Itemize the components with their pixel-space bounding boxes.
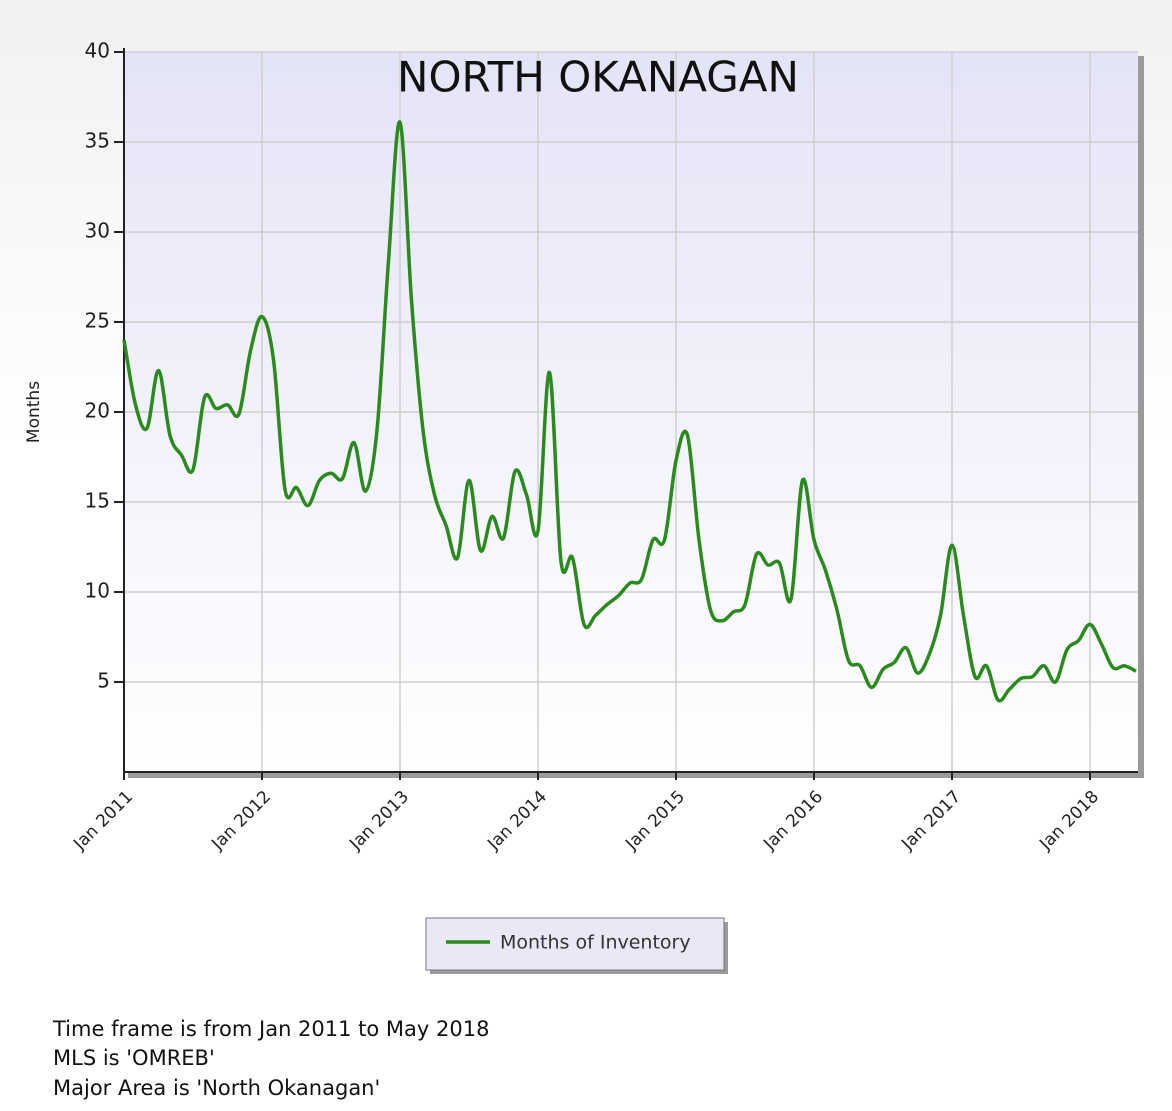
note: Major Area is 'North Okanagan': [53, 1076, 380, 1100]
y-tick-label: 5: [97, 669, 110, 693]
x-tick-label: Jan 2015: [621, 787, 689, 855]
y-tick-label: 30: [85, 219, 110, 243]
x-tick-label: Jan 2013: [345, 787, 413, 855]
x-tick-label: Jan 2012: [207, 787, 275, 855]
x-tick-label: Jan 2016: [759, 787, 827, 855]
y-tick-label: 10: [85, 579, 110, 603]
y-tick-label: 15: [85, 489, 110, 513]
x-tick-label: Jan 2018: [1035, 787, 1103, 855]
note: Time frame is from Jan 2011 to May 2018: [52, 1017, 489, 1041]
x-tick-label: Jan 2017: [897, 787, 965, 855]
legend-label: Months of Inventory: [500, 932, 691, 954]
note: MLS is 'OMREB': [53, 1046, 215, 1070]
y-axis-label: Months: [24, 381, 44, 443]
y-tick-label: 20: [85, 399, 110, 423]
y-tick-label: 25: [85, 309, 110, 333]
legend: [425, 917, 725, 971]
y-tick-label: 35: [85, 129, 110, 153]
x-tick-label: Jan 2014: [483, 787, 551, 855]
chart-title: NORTH OKANAGAN: [397, 53, 799, 102]
y-tick-label: 40: [85, 39, 110, 63]
x-tick-label: Jan 2011: [69, 787, 137, 855]
series-line: [122, 120, 1137, 703]
